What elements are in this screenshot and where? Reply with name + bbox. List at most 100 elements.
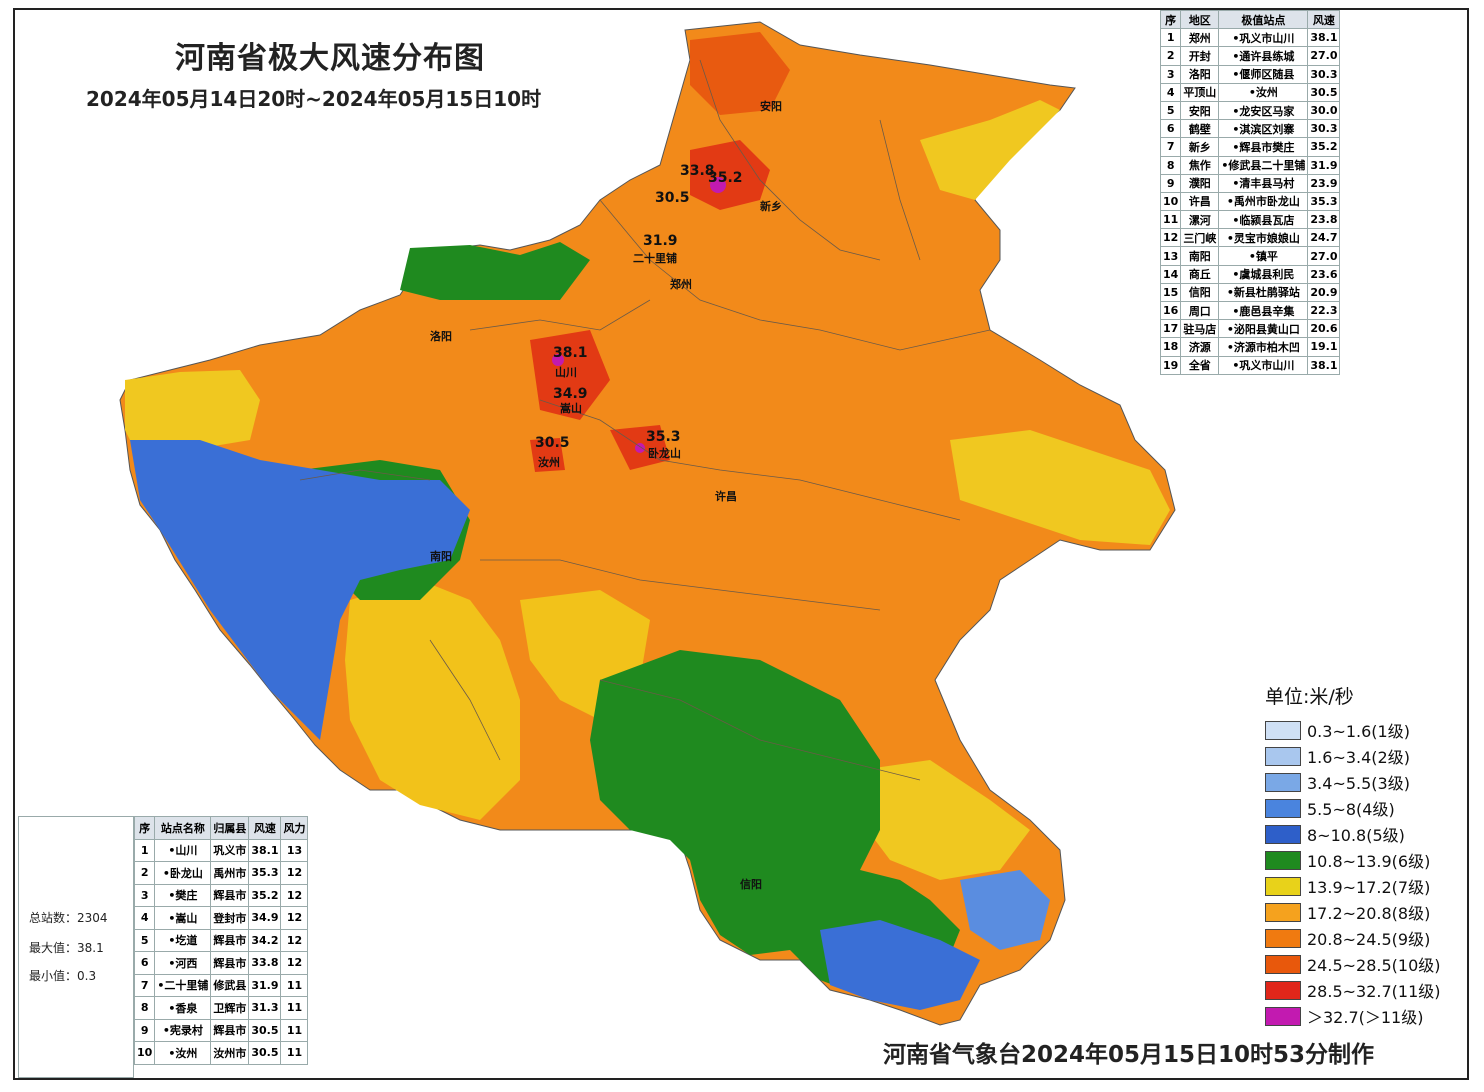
city-cell-2: •淇滨区刘寨 (1218, 119, 1309, 139)
table-row: 8 •香泉 卫辉市 31.3 11 (133, 996, 309, 1020)
table-row: 10 许昌 •禹州市卧龙山 35.3 (1159, 191, 1341, 212)
table-row: 10 •汝州 汝州市 30.5 11 (133, 1041, 309, 1065)
city-cell-1: 安阳 (1180, 100, 1220, 121)
city-cell-0: 8 (1159, 155, 1182, 175)
peak-value-label: 34.9 (553, 386, 588, 402)
station-cell-4: 11 (280, 1041, 309, 1065)
place-label: 山川 (555, 365, 577, 379)
city-cell-3: 27.0 (1307, 46, 1341, 66)
legend-swatch (1265, 746, 1301, 766)
peak-value-label: 30.5 (655, 190, 690, 206)
station-cell-0: 10 (133, 1041, 156, 1065)
city-cell-2: •泌阳县黄山口 (1218, 319, 1309, 339)
city-cell-3: 27.0 (1307, 246, 1341, 266)
station-cell-2: 辉县市 (210, 883, 250, 907)
city-header-2: 极值站点 (1218, 9, 1309, 30)
city-cell-0: 4 (1159, 82, 1182, 102)
station-cell-2: 辉县市 (210, 951, 250, 975)
legend-item: 17.2~20.8(8级) (1265, 899, 1441, 925)
city-cell-3: 22.3 (1307, 300, 1341, 321)
city-cell-1: 全省 (1180, 355, 1220, 375)
table-row: 9 •宪录村 辉县市 30.5 11 (133, 1018, 309, 1042)
peak-value-label: 35.3 (646, 429, 681, 445)
table-row: 7 新乡 •辉县市樊庄 35.2 (1159, 137, 1341, 157)
table-header-row: 序站点名称 归属县 风速 风力 (133, 816, 309, 840)
legend-item: 20.8~24.5(9级) (1265, 925, 1441, 951)
map-frame (13, 8, 1469, 1080)
legend-swatch (1265, 1006, 1301, 1026)
city-cell-1: 南阳 (1180, 246, 1220, 266)
table-row: 1 •山川 巩义市 38.1 13 (133, 838, 309, 862)
legend-item: 24.5~28.5(10级) (1265, 951, 1441, 977)
legend-swatch (1265, 928, 1301, 948)
table-header-row: 序地区 极值站点 风速 (1159, 9, 1341, 30)
place-label: 信阳 (740, 877, 762, 891)
peak-value-label: 30.5 (535, 435, 570, 451)
station-cell-3: 34.9 (248, 906, 282, 930)
place-label: 安阳 (760, 99, 782, 113)
city-cell-2: •巩义市山川 (1218, 28, 1309, 48)
peak-value-label: 33.8 (680, 163, 715, 179)
city-cell-1: 周口 (1180, 300, 1220, 321)
table-row: 16 周口 •鹿邑县辛集 22.3 (1159, 300, 1341, 321)
table-row: 11 漯河 •临颍县瓦店 23.8 (1159, 210, 1341, 230)
city-cell-2: •汝州 (1218, 82, 1309, 102)
legend-label: 10.8~13.9(6级) (1307, 852, 1431, 871)
station-cell-1: •樊庄 (154, 883, 212, 907)
zone-green-northwest (400, 242, 590, 300)
city-cell-0: 16 (1159, 300, 1182, 321)
station-cell-4: 11 (280, 1018, 309, 1042)
station-cell-4: 12 (280, 883, 309, 907)
city-extremes-table: 序地区 极值站点 风速 1 郑州 •巩义市山川 38.1 2 开封 •通许县练城 27.0 3 洛阳 •… (1159, 9, 1341, 375)
city-cell-2: •修武县二十里铺 (1218, 155, 1309, 175)
legend-label: 17.2~20.8(8级) (1307, 904, 1431, 923)
city-cell-2: •虞城县利民 (1218, 264, 1309, 284)
city-cell-3: 19.1 (1307, 337, 1341, 357)
city-cell-2: •临颍县瓦店 (1218, 210, 1309, 230)
peak-value-label: 38.1 (553, 345, 588, 361)
city-cell-0: 17 (1159, 319, 1182, 339)
peak-marker-wolongshan (635, 443, 645, 453)
legend-label: 5.5~8(4级) (1307, 800, 1395, 819)
station-cell-2: 禹州市 (210, 861, 250, 885)
total-stations: 总站数：2304 (29, 911, 108, 925)
table-row: 5 安阳 •龙安区马家 30.0 (1159, 100, 1341, 121)
station-cell-3: 38.1 (248, 838, 282, 862)
city-cell-0: 14 (1159, 264, 1182, 284)
city-cell-0: 11 (1159, 210, 1182, 230)
table-row: 4 平顶山 •汝州 30.5 (1159, 82, 1341, 102)
city-cell-3: 38.1 (1307, 355, 1341, 375)
city-cell-3: 20.9 (1307, 282, 1341, 303)
city-cell-3: 35.2 (1307, 137, 1341, 157)
city-cell-1: 郑州 (1180, 28, 1220, 48)
legend-label: 20.8~24.5(9级) (1307, 930, 1431, 949)
table-row: 2 •卧龙山 禹州市 35.3 12 (133, 861, 309, 885)
stats-box: 总站数：2304 最大值：38.1 最小值：0.3 (18, 816, 134, 1078)
city-cell-3: 30.3 (1307, 64, 1341, 84)
zone-red-north (690, 140, 770, 210)
city-cell-3: 20.6 (1307, 319, 1341, 339)
station-cell-0: 5 (133, 928, 156, 952)
station-cell-3: 30.5 (248, 1041, 282, 1065)
station-cell-4: 12 (280, 928, 309, 952)
legend-swatch (1265, 798, 1301, 818)
station-cell-0: 7 (133, 973, 156, 997)
city-cell-3: 31.9 (1307, 155, 1341, 175)
zone-yellow-west (125, 370, 260, 460)
station-cell-1: •二十里铺 (154, 973, 212, 997)
legend-label: 13.9~17.2(7级) (1307, 878, 1431, 897)
city-cell-1: 新乡 (1180, 137, 1220, 157)
legend-swatch (1265, 720, 1301, 740)
table-row: 6 •河西 辉县市 33.8 12 (133, 951, 309, 975)
table-row: 9 濮阳 •清丰县马村 23.9 (1159, 173, 1341, 193)
city-cell-3: 23.9 (1307, 173, 1341, 193)
city-cell-3: 23.8 (1307, 210, 1341, 230)
station-header-4: 风力 (280, 816, 309, 840)
station-cell-3: 31.3 (248, 996, 282, 1020)
map-subtitle: 2024年05月14日20时~2024年05月15日10时 (86, 87, 542, 111)
zone-yellow-northeast (920, 100, 1060, 200)
table-row: 7 •二十里铺 修武县 31.9 11 (133, 973, 309, 997)
station-cell-1: •河西 (154, 951, 212, 975)
city-cell-2: •镇平 (1218, 246, 1309, 266)
legend-item: 28.5~32.7(11级) (1265, 977, 1441, 1003)
